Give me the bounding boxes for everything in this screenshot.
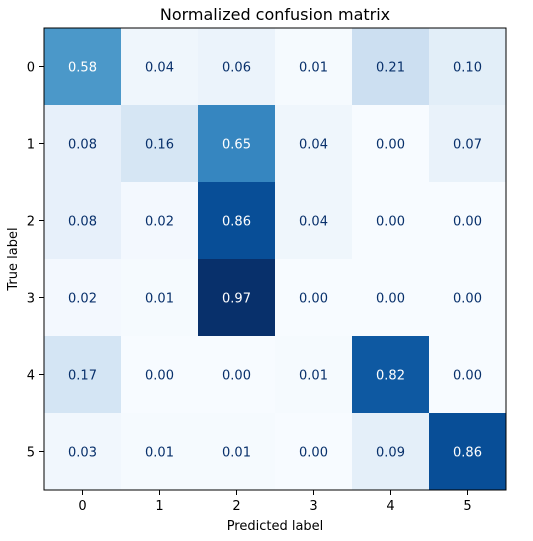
cell-value-label: 0.00 bbox=[453, 292, 482, 307]
cell-value-label: 0.04 bbox=[299, 138, 328, 153]
heatmap-cell bbox=[275, 336, 353, 414]
heatmap-cell bbox=[429, 28, 507, 106]
y-tick-label: 5 bbox=[27, 446, 35, 461]
heatmap-cell bbox=[275, 105, 353, 183]
heatmap-cells bbox=[44, 28, 507, 491]
heatmap-cell bbox=[352, 336, 430, 414]
cell-value-label: 0.04 bbox=[299, 215, 328, 230]
x-tick-label: 2 bbox=[232, 499, 240, 514]
heatmap-cell bbox=[275, 182, 353, 260]
y-tick-label: 4 bbox=[27, 369, 35, 384]
y-tick-label: 1 bbox=[27, 138, 35, 153]
heatmap-cell bbox=[275, 28, 353, 106]
cell-value-label: 0.01 bbox=[299, 369, 328, 384]
heatmap-cell bbox=[44, 259, 122, 337]
heatmap-cell bbox=[352, 259, 430, 337]
heatmap-cell bbox=[121, 336, 199, 414]
cell-value-label: 0.00 bbox=[299, 292, 328, 307]
cell-value-label: 0.82 bbox=[376, 369, 405, 384]
heatmap-cell bbox=[198, 336, 276, 414]
x-tick-label: 5 bbox=[463, 499, 471, 514]
cell-value-label: 0.09 bbox=[376, 446, 405, 461]
cell-value-label: 0.97 bbox=[222, 292, 251, 307]
heatmap-cell bbox=[44, 28, 122, 106]
cell-value-label: 0.01 bbox=[222, 446, 251, 461]
y-axis-label: True label bbox=[6, 227, 21, 291]
heatmap-cell bbox=[429, 105, 507, 183]
plot-frame bbox=[43, 27, 507, 491]
cell-value-label: 0.65 bbox=[222, 138, 251, 153]
cell-value-label: 0.06 bbox=[222, 61, 251, 76]
heatmap-cell bbox=[121, 28, 199, 106]
cell-value-label: 0.10 bbox=[453, 61, 482, 76]
cell-value-label: 0.03 bbox=[68, 446, 97, 461]
heatmap-cell bbox=[352, 28, 430, 106]
x-axis-ticks: 0 1 2 3 4 5 bbox=[78, 490, 472, 514]
heatmap-cell bbox=[121, 182, 199, 260]
cell-value-label: 0.00 bbox=[453, 215, 482, 230]
x-tick-label: 1 bbox=[155, 499, 163, 514]
cell-value-label: 0.21 bbox=[376, 61, 405, 76]
cell-value-label: 0.00 bbox=[222, 369, 251, 384]
cell-value-label: 0.08 bbox=[68, 138, 97, 153]
y-tick-label: 3 bbox=[27, 292, 35, 307]
x-tick-label: 0 bbox=[78, 499, 86, 514]
heatmap-cell bbox=[198, 28, 276, 106]
heatmap-cell bbox=[44, 413, 122, 491]
cell-value-label: 0.00 bbox=[299, 446, 328, 461]
heatmap-cell bbox=[429, 259, 507, 337]
cell-value-label: 0.00 bbox=[376, 138, 405, 153]
heatmap-cell bbox=[429, 182, 507, 260]
cell-value-label: 0.07 bbox=[453, 138, 482, 153]
y-tick-label: 2 bbox=[27, 215, 35, 230]
cell-value-label: 0.02 bbox=[68, 292, 97, 307]
cell-value-label: 0.00 bbox=[145, 369, 174, 384]
heatmap-cell bbox=[121, 105, 199, 183]
heatmap-cell bbox=[121, 259, 199, 337]
cell-value-label: 0.01 bbox=[299, 61, 328, 76]
heatmap-cell bbox=[352, 105, 430, 183]
heatmap-cell bbox=[275, 259, 353, 337]
cell-value-label: 0.01 bbox=[145, 446, 174, 461]
heatmap-cell bbox=[198, 259, 276, 337]
y-axis-ticks: 0 1 2 3 4 5 bbox=[27, 61, 44, 461]
x-axis-label: Predicted label bbox=[227, 519, 324, 534]
y-tick-label: 0 bbox=[27, 61, 35, 76]
heatmap-cell-labels: 0.58 0.04 0.06 0.01 0.21 0.10 0.08 0.16 0.65 0.04… bbox=[68, 61, 482, 461]
cell-value-label: 0.17 bbox=[68, 369, 97, 384]
cell-value-label: 0.58 bbox=[68, 61, 97, 76]
cell-value-label: 0.16 bbox=[145, 138, 174, 153]
heatmap-cell bbox=[44, 336, 122, 414]
heatmap-cell bbox=[275, 413, 353, 491]
cell-value-label: 0.08 bbox=[68, 215, 97, 230]
heatmap-cell bbox=[429, 336, 507, 414]
heatmap-cell bbox=[44, 105, 122, 183]
heatmap-cell bbox=[121, 413, 199, 491]
cell-value-label: 0.86 bbox=[453, 446, 482, 461]
cell-value-label: 0.00 bbox=[376, 292, 405, 307]
cell-value-label: 0.00 bbox=[453, 369, 482, 384]
cell-value-label: 0.02 bbox=[145, 215, 174, 230]
heatmap-cell bbox=[198, 105, 276, 183]
heatmap-cell bbox=[198, 413, 276, 491]
heatmap-cell bbox=[429, 413, 507, 491]
cell-value-label: 0.01 bbox=[145, 292, 174, 307]
cell-value-label: 0.04 bbox=[145, 61, 174, 76]
x-tick-label: 4 bbox=[386, 499, 394, 514]
x-tick-label: 3 bbox=[309, 499, 317, 514]
cell-value-label: 0.86 bbox=[222, 215, 251, 230]
heatmap-cell bbox=[44, 182, 122, 260]
cell-value-label: 0.00 bbox=[376, 215, 405, 230]
heatmap-cell bbox=[198, 182, 276, 260]
heatmap-cell bbox=[352, 413, 430, 491]
heatmap-cell bbox=[352, 182, 430, 260]
chart-title: Normalized confusion matrix bbox=[160, 5, 390, 24]
